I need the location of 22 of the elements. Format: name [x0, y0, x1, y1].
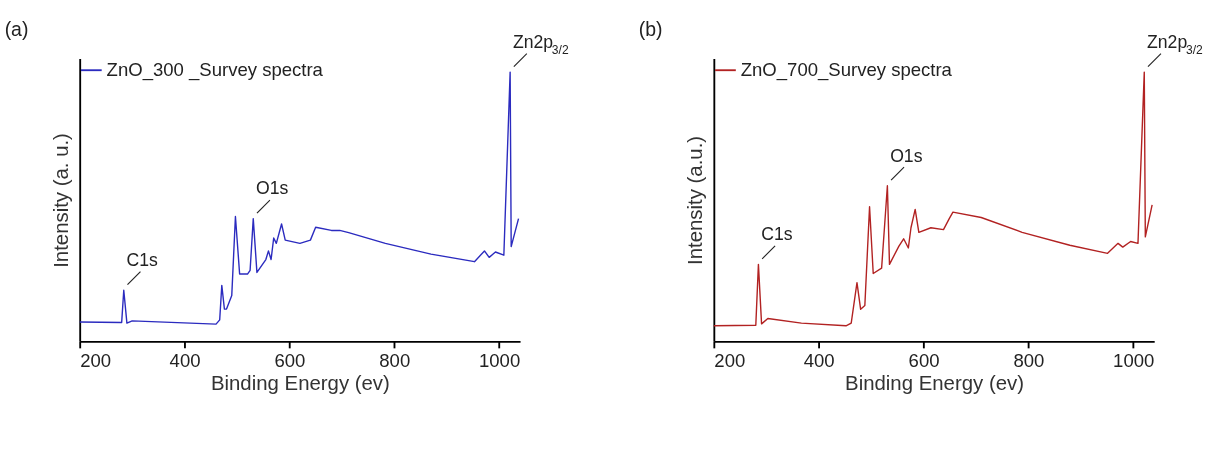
x-tick-label: 800: [1013, 349, 1045, 371]
chart-title: (b): [638, 17, 663, 40]
x-tick-label: 200: [80, 349, 112, 371]
legend-label: ZnO_300 _Survey spectra: [106, 58, 324, 81]
x-tick-label: 1000: [1113, 349, 1155, 371]
x-tick-label: 400: [803, 349, 835, 371]
annotation: C1s: [126, 250, 159, 271]
x-tick-label: 600: [908, 349, 940, 371]
x-tick-label: 1000: [478, 349, 521, 371]
x-tick-label: 600: [274, 349, 306, 371]
chart-title: (a): [4, 17, 29, 40]
y-axis-title: Intensity (a.u.): [684, 135, 707, 266]
x-axis-title: Binding Energy (ev): [210, 372, 390, 395]
legend-label: ZnO_700_Survey spectra: [740, 58, 953, 81]
x-tick-label: 800: [379, 349, 411, 371]
annotation: O1s: [890, 145, 923, 166]
x-tick-label: 200: [714, 349, 746, 371]
y-axis-title: Intensity (a. u.): [50, 133, 73, 268]
annotation: C1s: [761, 224, 793, 245]
x-tick-label: 400: [169, 349, 201, 371]
annotation: O1s: [256, 178, 289, 199]
x-axis-title: Binding Energy (ev): [845, 372, 1024, 395]
